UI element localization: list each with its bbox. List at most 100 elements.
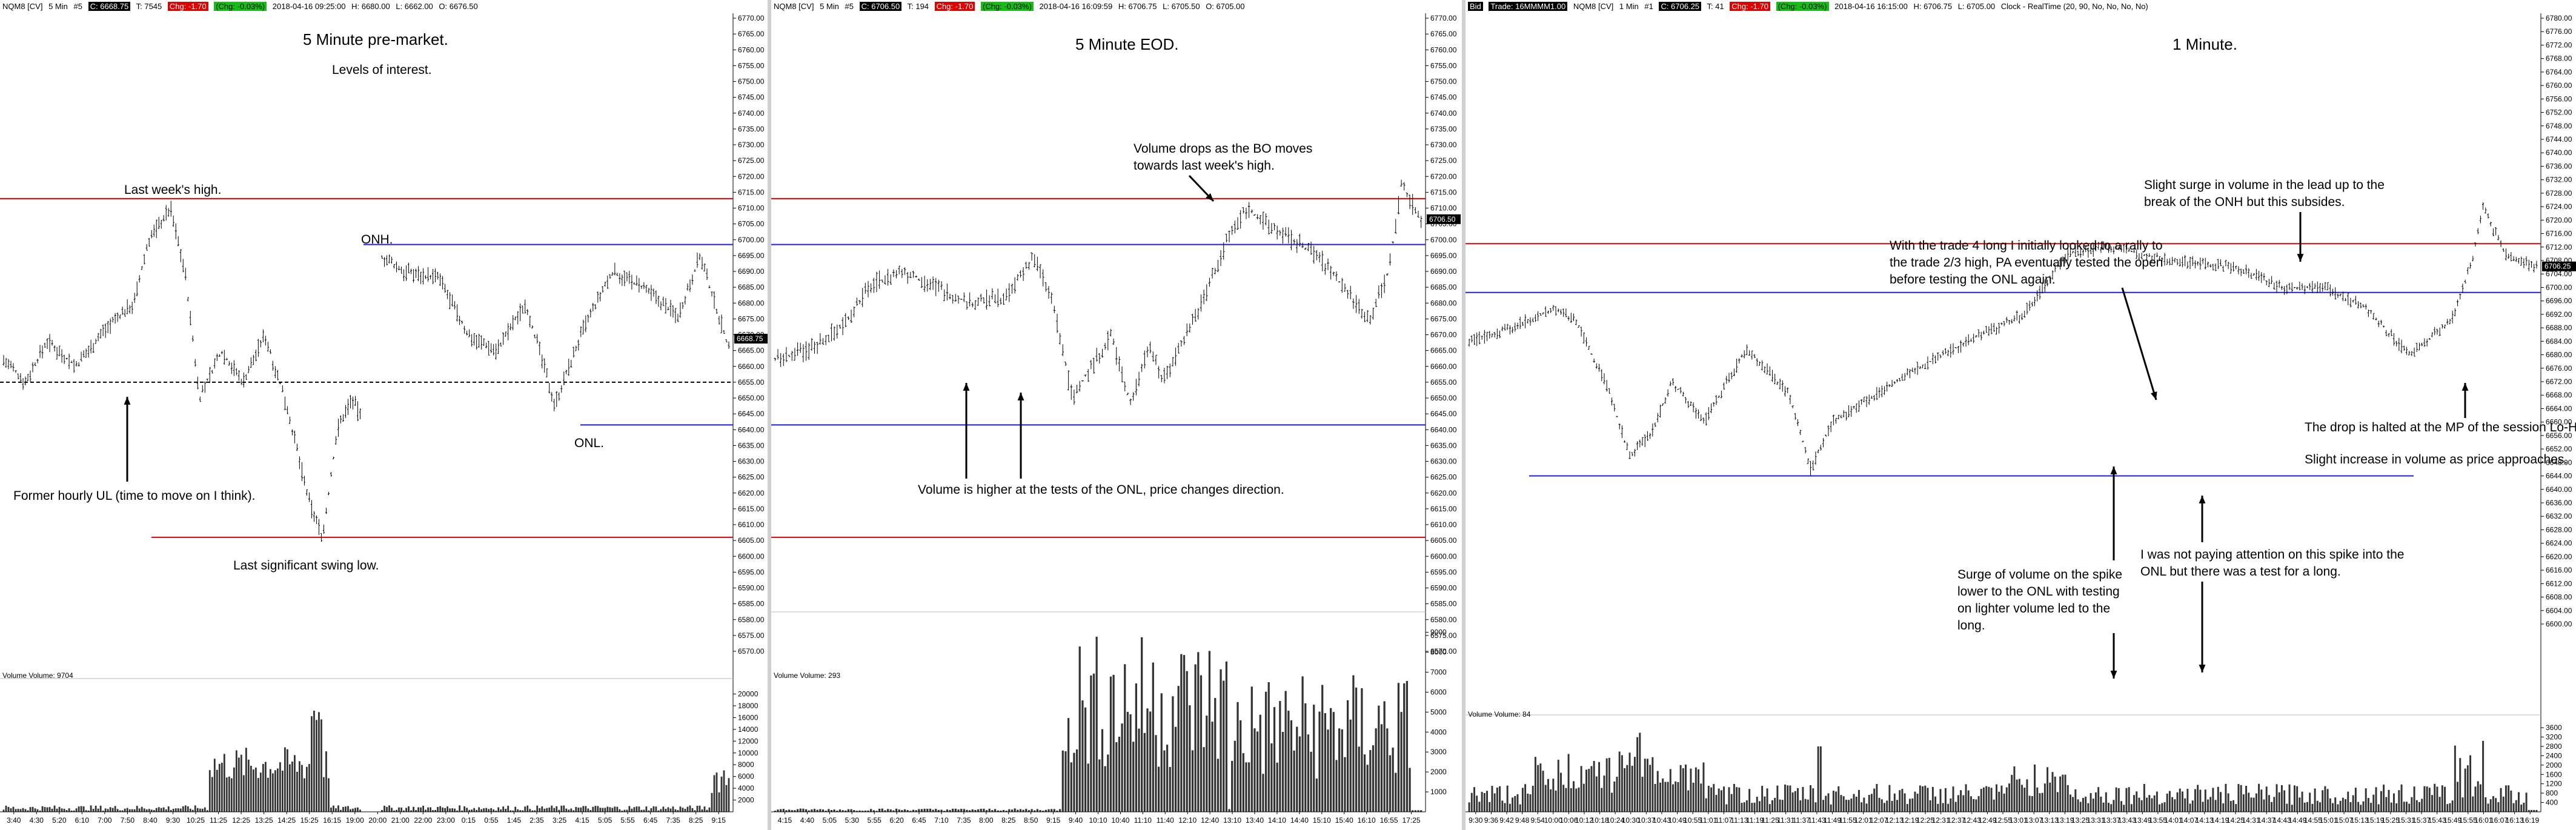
price-tick-label: 6710.00 bbox=[738, 204, 765, 213]
volume-bar bbox=[1667, 782, 1669, 812]
volume-bar bbox=[1857, 789, 1860, 812]
volume-bar bbox=[1081, 700, 1084, 812]
price-tick-label: 6688.00 bbox=[2546, 324, 2572, 332]
volume-bar bbox=[124, 808, 126, 812]
volume-bar bbox=[1493, 793, 1496, 812]
volume-bar bbox=[2457, 782, 2459, 812]
price-tick-label: 6770.00 bbox=[1430, 14, 1457, 22]
volume-bar bbox=[1560, 772, 1562, 812]
volume-bar bbox=[485, 808, 488, 812]
volume-bar bbox=[1070, 762, 1072, 812]
volume-bar bbox=[471, 809, 473, 812]
volume-bar bbox=[2517, 792, 2520, 812]
volume-bar bbox=[2459, 758, 2461, 812]
chart-panel-1min[interactable]: Bid Trade: 16MMMM1.00 NQM8 [CV] 1 Min #1… bbox=[1466, 0, 2576, 830]
volume-bar bbox=[1361, 688, 1363, 812]
volume-bar bbox=[213, 759, 216, 812]
volume-bar bbox=[2229, 801, 2232, 812]
volume-bar bbox=[2105, 792, 2107, 812]
price-chart[interactable]: 6780.00 6776.00 6772.00 6768.00 6764.00 6760.… bbox=[1466, 0, 2576, 830]
volume-bar bbox=[1389, 755, 1392, 812]
annotation-surge-spike-1: Surge of volume on the spike bbox=[1957, 568, 2122, 582]
volume-bar bbox=[1002, 809, 1005, 812]
volume-bar bbox=[1537, 765, 1539, 812]
volume-bar bbox=[1383, 701, 1386, 812]
volume-bar bbox=[1005, 811, 1007, 812]
volume-bar bbox=[853, 810, 855, 812]
volume-bar bbox=[301, 765, 303, 812]
volume-tick-label: 4000 bbox=[738, 784, 754, 792]
volume-bar bbox=[2110, 804, 2113, 812]
volume-bar bbox=[1307, 734, 1310, 812]
volume-bar bbox=[1126, 711, 1129, 812]
volume-bar bbox=[1310, 751, 1312, 812]
volume-bar bbox=[1593, 761, 1595, 812]
volume-bar bbox=[1017, 809, 1019, 812]
time-tick-label: 15:49 bbox=[2443, 816, 2461, 825]
volume-bar bbox=[2512, 803, 2515, 812]
series-number: #5 bbox=[845, 2, 854, 11]
volume-bar bbox=[573, 810, 575, 812]
volume-bar bbox=[932, 809, 934, 812]
volume-bar bbox=[1366, 765, 1369, 812]
volume-bar bbox=[1835, 791, 1837, 812]
symbol-label: NQM8 [CV] bbox=[2, 2, 43, 11]
volume-bar bbox=[2469, 755, 2472, 812]
volume-bar bbox=[1710, 787, 1713, 812]
volume-bar bbox=[230, 778, 233, 812]
volume-bar bbox=[294, 755, 296, 812]
volume-bar bbox=[791, 810, 793, 812]
volume-bar bbox=[2454, 745, 2456, 812]
price-tick-label: 6612.00 bbox=[2546, 579, 2572, 588]
volume-bar bbox=[1267, 682, 1270, 812]
volume-bar bbox=[95, 805, 97, 812]
chart-panel-5min-premarket[interactable]: NQM8 [CV] 5 Min #5 C: 6668.75 T: 7545 Ch… bbox=[0, 0, 768, 830]
volume-bar bbox=[1904, 793, 1906, 812]
price-chart[interactable]: 6770.00 6765.00 6760.00 6755.00 6750.00 6745.… bbox=[0, 0, 768, 830]
volume-bar bbox=[2426, 786, 2428, 812]
time-tick-label: 9:42 bbox=[1499, 816, 1514, 825]
volume-bar bbox=[102, 811, 104, 812]
volume-bar bbox=[616, 806, 619, 812]
panel-divider[interactable] bbox=[768, 0, 771, 830]
volume-bar bbox=[889, 809, 892, 812]
volume-bar bbox=[2235, 804, 2237, 812]
volume-bar bbox=[1996, 784, 1997, 812]
panel-divider[interactable] bbox=[1462, 0, 1466, 830]
price-tick-label: 6735.00 bbox=[738, 125, 765, 133]
volume-bar bbox=[2273, 797, 2276, 812]
volume-bar bbox=[728, 778, 730, 812]
volume-bar bbox=[2362, 801, 2365, 812]
volume-bar bbox=[706, 809, 708, 812]
volume-bar bbox=[621, 811, 623, 812]
volume-bar bbox=[1616, 777, 1618, 812]
volume-bar bbox=[1504, 803, 1506, 812]
volume-bar bbox=[420, 807, 422, 812]
volume-bar bbox=[1713, 784, 1715, 812]
price-tick-label: 6628.00 bbox=[2546, 525, 2572, 534]
volume-bar bbox=[836, 811, 838, 812]
volume-bar bbox=[2502, 796, 2505, 812]
volume-bar bbox=[218, 763, 221, 812]
volume-bar bbox=[822, 809, 825, 812]
volume-bar bbox=[1771, 800, 1773, 812]
time-tick-label: 4:15 bbox=[778, 816, 792, 825]
volume-bar bbox=[216, 769, 218, 812]
volume-bar bbox=[1270, 743, 1273, 812]
volume-bar bbox=[718, 792, 720, 812]
annotation-not-paying-2: ONL but there was a test for a long. bbox=[2140, 565, 2341, 579]
volume-bar bbox=[847, 809, 850, 812]
volume-bar bbox=[1496, 788, 1498, 812]
price-tick-label: 6716.00 bbox=[2546, 230, 2572, 238]
price-tick-label: 6630.00 bbox=[738, 457, 765, 466]
volume-bar bbox=[1865, 803, 1868, 812]
volume-bar bbox=[1304, 703, 1307, 812]
price-chart[interactable]: 6770.00 6765.00 6760.00 6755.00 6750.00 6745.… bbox=[771, 0, 1462, 830]
volume-bar bbox=[2309, 792, 2311, 812]
volume-bar bbox=[63, 809, 65, 812]
chart-panel-5min-eod[interactable]: NQM8 [CV] 5 Min #5 C: 6706.50 T: 194 Chg… bbox=[771, 0, 1462, 830]
volume-bar bbox=[434, 809, 436, 812]
volume-bar bbox=[643, 809, 645, 812]
time-tick-label: 14:49 bbox=[2288, 816, 2306, 825]
volume-bar bbox=[211, 777, 213, 812]
